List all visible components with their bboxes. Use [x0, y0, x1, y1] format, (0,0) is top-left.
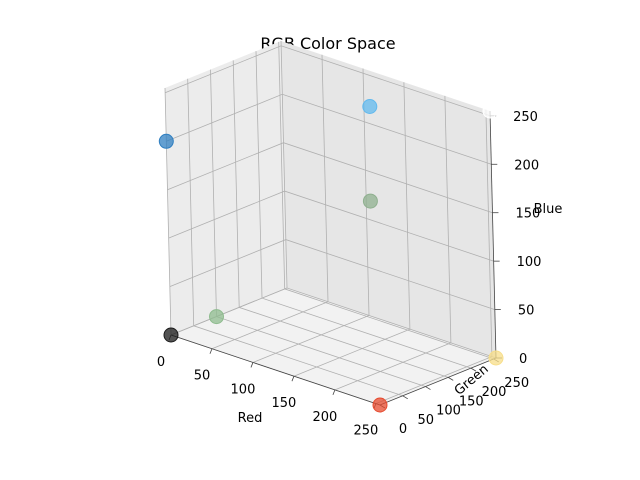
data-point [209, 309, 224, 325]
z-gridline [168, 190, 494, 262]
x-tick-mark [291, 376, 295, 382]
z-tick-label: 50 [518, 304, 535, 319]
y-tick-mark [425, 386, 431, 390]
floor-pane [171, 288, 496, 405]
y-tick-mark [402, 395, 408, 400]
z-tick-label: 250 [513, 110, 538, 125]
x-tick-mark [332, 389, 336, 396]
z-tick-label: 0 [519, 352, 527, 367]
data-point [362, 193, 378, 209]
left-pane [165, 41, 287, 335]
x-axis-label: Red [238, 411, 263, 426]
y-tick-label: 150 [459, 394, 484, 409]
z-gridline [167, 142, 493, 214]
z-gridline [169, 239, 495, 310]
z-axis-line [489, 110, 497, 359]
y-gridline [255, 51, 472, 369]
y-tick-label: 0 [399, 422, 407, 437]
y-axis-line [379, 357, 497, 406]
x-tick-mark [250, 362, 254, 368]
x-axis-line [170, 334, 381, 406]
y-tick-label: 250 [504, 376, 529, 391]
data-points [158, 99, 504, 413]
x-tick-label: 100 [231, 382, 256, 397]
y-tick-mark [448, 377, 454, 381]
y-gridline [232, 60, 449, 378]
x-gridline [293, 82, 411, 377]
back-pane [281, 41, 496, 358]
data-point [158, 133, 174, 149]
z-gridline [164, 45, 491, 117]
data-point [362, 99, 378, 114]
data-point [163, 327, 179, 343]
x-tick-label: 250 [353, 424, 378, 439]
x-gridline [252, 68, 370, 363]
x-tick-label: 150 [272, 396, 297, 411]
z-tick-label: 200 [514, 158, 539, 173]
axis-panes [165, 41, 496, 405]
x-gridline [334, 95, 452, 391]
y-tick-label: 200 [482, 385, 507, 400]
x-tick-label: 200 [313, 410, 338, 425]
x-tick-label: 50 [194, 369, 211, 384]
y-tick-label: 100 [436, 404, 461, 419]
axis-lines [170, 110, 497, 406]
y-tick-label: 50 [417, 413, 434, 428]
z-tick-label: 150 [515, 207, 540, 222]
z-tick-label: 100 [517, 255, 542, 270]
x-gridline [211, 54, 329, 350]
x-tick-label: 0 [157, 355, 165, 370]
data-point [488, 350, 504, 366]
x-tick-mark [209, 348, 213, 354]
y-tick-mark [470, 367, 477, 372]
z-gridline [166, 93, 492, 165]
z-axis-label: Blue [534, 202, 563, 217]
data-point [482, 103, 498, 119]
y-gridline [278, 41, 494, 360]
y-gridline [187, 78, 403, 397]
data-point [372, 397, 388, 413]
